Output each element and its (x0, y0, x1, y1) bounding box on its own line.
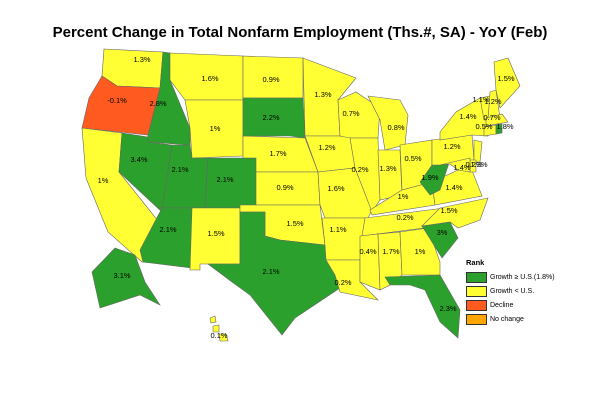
state-nc (421, 197, 489, 229)
state-label-ca: 1% (98, 176, 109, 185)
state-sd (242, 97, 306, 139)
legend-item-growth-lt-us: Growth < U.S. (466, 284, 555, 298)
legend-swatch (466, 285, 487, 297)
state-label-wa: 1.3% (133, 55, 150, 64)
state-label-ne: 1.7% (269, 149, 286, 158)
state-label-mi: 0.8% (387, 123, 404, 132)
state-label-de: 0.2% (465, 160, 482, 169)
state-label-or: -0.1% (107, 96, 127, 105)
state-label-mt: 1.6% (201, 74, 218, 83)
state-label-md: 1.4% (453, 163, 470, 172)
state-label-ks: 0.9% (276, 183, 293, 192)
state-label-id: 2.8% (149, 99, 166, 108)
state-nj (473, 139, 483, 163)
state-label-ia: 1.2% (318, 143, 335, 152)
legend-label: No change (490, 315, 524, 323)
state-fl (384, 274, 461, 339)
state-label-nv: 3.4% (130, 155, 147, 164)
state-label-nm: 1.5% (207, 229, 224, 238)
legend-label: Growth < U.S. (490, 287, 535, 295)
state-label-tn: 0.2% (396, 213, 413, 222)
state-label-nh: 1.2% (484, 97, 501, 106)
state-label-al: 1.7% (382, 247, 399, 256)
state-label-ma: 0.7% (483, 113, 500, 122)
state-label-ga: 1% (415, 247, 426, 256)
state-ma (485, 113, 509, 127)
state-hi (209, 315, 229, 342)
legend-swatch (466, 313, 487, 325)
legend-item-decline: Decline (466, 298, 555, 312)
state-tx (207, 211, 341, 336)
state-label-tx: 2.1% (262, 267, 279, 276)
state-label-nd: 0.9% (262, 75, 279, 84)
legend-item-growth-ge-us: Growth ≥ U.S.(1.8%) (466, 270, 555, 284)
state-label-ct: 0.5% (475, 122, 492, 131)
state-label-nj: 1.3% (470, 160, 487, 169)
state-me (493, 57, 521, 109)
legend-item-no-change: No change (466, 312, 555, 326)
state-label-wy: 1% (210, 124, 221, 133)
state-label-il: 0.2% (351, 165, 368, 174)
state-label-me: 1.5% (497, 74, 514, 83)
state-label-va: 1.4% (445, 183, 462, 192)
state-label-ky: 1% (398, 192, 409, 201)
state-nm (189, 207, 241, 271)
state-label-vt: 1.1% (472, 95, 489, 104)
state-label-ok: 1.5% (286, 219, 303, 228)
state-label-sd: 2.2% (262, 113, 279, 122)
legend-title: Rank (466, 258, 485, 267)
legend: Rank Growth ≥ U.S.(1.8%) Growth < U.S. D… (466, 258, 555, 326)
state-md (439, 157, 471, 173)
state-label-oh: 0.5% (404, 154, 421, 163)
state-label-sc: 3% (437, 228, 448, 237)
state-ri (495, 123, 503, 135)
state-label-ar: 1.1% (329, 225, 346, 234)
state-label-co: 2.1% (216, 175, 233, 184)
legend-swatch (466, 299, 487, 311)
state-label-mn: 1.3% (314, 90, 331, 99)
state-label-fl: 2.3% (439, 304, 456, 313)
state-label-wi: 0.7% (342, 109, 359, 118)
state-label-ut: 2.1% (171, 165, 188, 174)
legend-swatch (466, 271, 487, 283)
state-label-mo: 1.6% (327, 184, 344, 193)
state-label-ak: 3.1% (113, 271, 130, 280)
state-ak (91, 247, 161, 309)
state-label-ri: 1.8% (496, 122, 513, 131)
state-label-pa: 1.2% (443, 142, 460, 151)
state-label-az: 2.1% (159, 225, 176, 234)
state-label-nc: 1.5% (440, 206, 457, 215)
legend-label: Decline (490, 301, 514, 309)
state-ms (359, 233, 381, 291)
state-label-in: 1.3% (379, 164, 396, 173)
state-label-hi: 0.1% (210, 331, 227, 340)
legend-label: Growth ≥ U.S.(1.8%) (490, 273, 555, 281)
state-label-ms: 0.4% (359, 247, 376, 256)
state-label-wv: 1.9% (421, 173, 438, 182)
map-title: Percent Change in Total Nonfarm Employme… (52, 24, 548, 41)
state-wy (184, 99, 244, 159)
state-label-la: 0.2% (334, 278, 351, 287)
state-label-ny: 1.4% (459, 112, 476, 121)
